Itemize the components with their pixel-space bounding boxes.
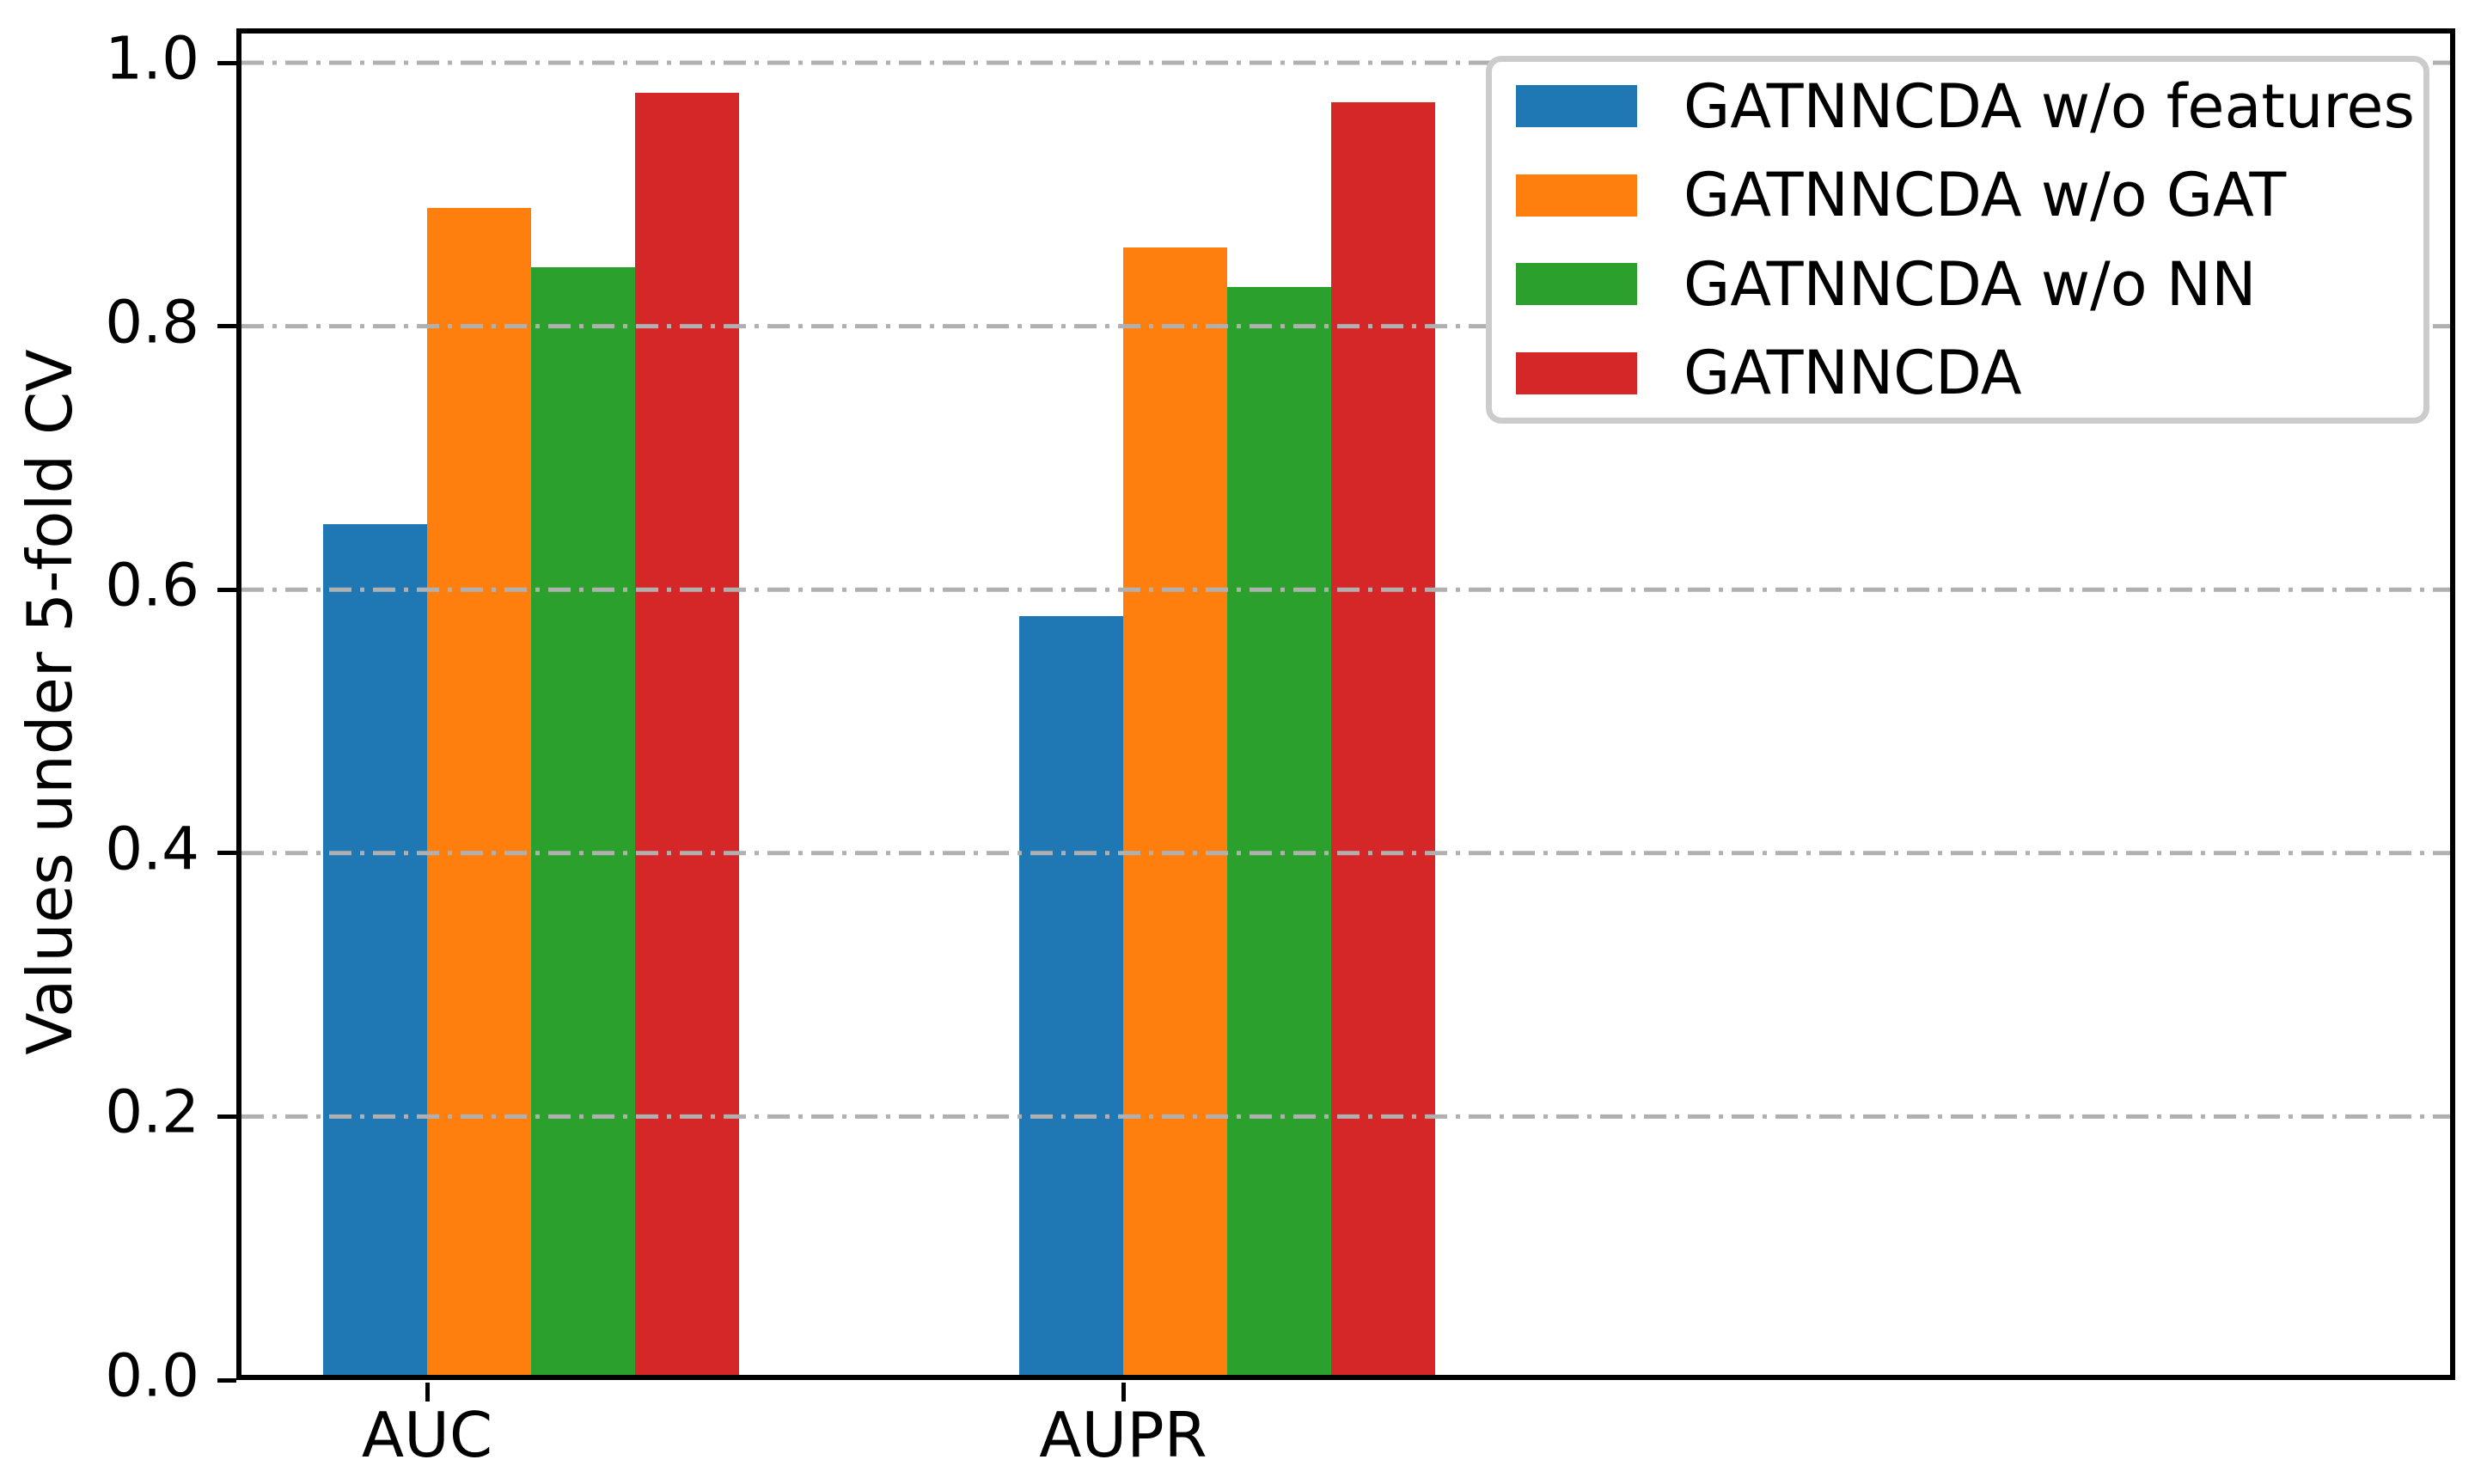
legend-label-3: GATNNCDA [1684,338,2022,409]
bar-AUC-GATNNCDA w/o GAT [427,207,531,1375]
bar-AUC-GATNNCDA w/o features [323,523,427,1375]
legend-swatch-0 [1516,85,1637,128]
bar-AUPR-GATNNCDA w/o GAT [1123,247,1227,1375]
legend-item-3: GATNNCDA [1492,329,2423,418]
legend-item-1: GATNNCDA w/o GAT [1492,151,2423,241]
legend-label-2: GATNNCDA w/o NN [1684,248,2257,320]
y-tick-mark-1.0 [217,60,236,65]
y-tick-label-1.0: 1.0 [105,24,199,94]
bar-AUC-GATNNCDA w/o NN [531,266,635,1375]
y-axis-label: Values under 5-fold CV [14,349,86,1055]
legend-swatch-1 [1516,174,1637,217]
y-tick-label-0.4: 0.4 [105,815,199,884]
x-tick-label-AUC: AUC [361,1399,493,1471]
y-tick-mark-0.2 [217,1114,236,1119]
y-tick-mark-0.8 [217,324,236,329]
bar-AUC-GATNNCDA [635,93,739,1375]
legend-swatch-2 [1516,263,1637,306]
y-tick-label-0.6: 0.6 [105,551,199,620]
x-tick-mark-AUC [425,1383,430,1402]
y-tick-mark-0.6 [217,587,236,592]
y-tick-label-0.2: 0.2 [105,1078,199,1147]
legend-label-0: GATNNCDA w/o features [1684,70,2415,142]
y-tick-mark-0.4 [217,851,236,856]
bar-AUPR-GATNNCDA w/o features [1019,615,1123,1375]
plot-area [236,28,2455,1380]
legend-label-1: GATNNCDA w/o GAT [1684,160,2287,231]
y-tick-label-0.8: 0.8 [105,287,199,357]
legend-swatch-3 [1516,351,1637,394]
bar-AUPR-GATNNCDA [1331,102,1435,1375]
x-tick-mark-AUPR [1121,1383,1126,1402]
x-tick-label-AUPR: AUPR [1039,1399,1207,1471]
legend-item-2: GATNNCDA w/o NN [1492,240,2423,329]
y-tick-label-0.0: 0.0 [105,1341,199,1411]
bar-AUPR-GATNNCDA w/o NN [1227,286,1331,1375]
legend-item-0: GATNNCDA w/o features [1492,62,2423,151]
y-tick-mark-0.0 [217,1377,236,1383]
legend: GATNNCDA w/o features GATNNCDA w/o GAT GAT… [1486,56,2429,424]
